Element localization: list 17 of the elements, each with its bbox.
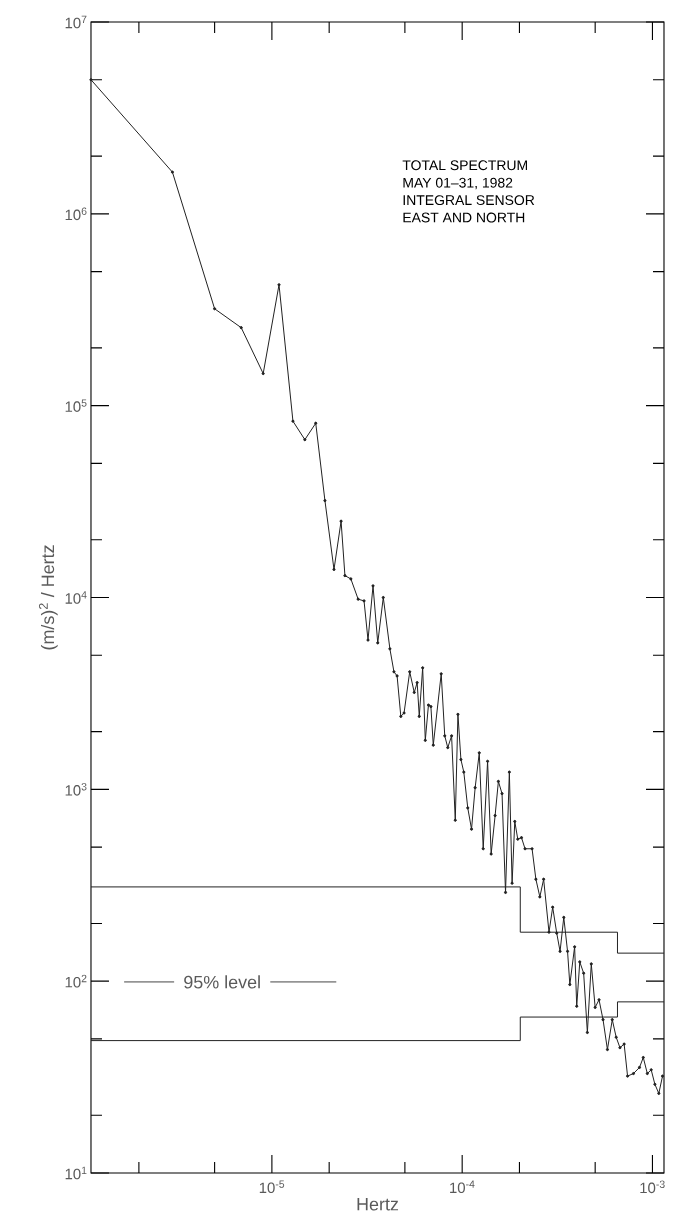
annotation: EAST AND NORTH: [403, 212, 525, 223]
annotation: MAY 01–31, 1982: [403, 177, 513, 190]
x-tick-label: 10$^{-5}$: [259, 1180, 285, 1194]
y-tick-label: 10$^{6}$: [65, 207, 87, 221]
x-tick-label: 10$^{-3}$: [640, 1180, 665, 1194]
annotation: TOTAL SPECTRUM: [402, 160, 527, 171]
x-axis-title: Hertz: [357, 1198, 399, 1211]
annotation: INTEGRAL SENSOR: [403, 195, 535, 206]
y-tick-label: 10$^{2}$: [65, 974, 87, 988]
y-tick-label: 10$^{4}$: [65, 591, 87, 604]
annotation: 95% level: [184, 975, 260, 989]
y-tick-label: 10$^{3}$: [65, 783, 87, 796]
x-tick-label: 10$^{-4}$: [450, 1180, 475, 1194]
y-tick-label: 10$^{1}$: [65, 1166, 87, 1180]
y-tick-label: 10$^{7}$: [65, 15, 87, 29]
y-tick-label: 10$^{5}$: [65, 399, 87, 412]
y-axis-title: (m/s)$^{2}$ / Hertz: [38, 545, 58, 650]
